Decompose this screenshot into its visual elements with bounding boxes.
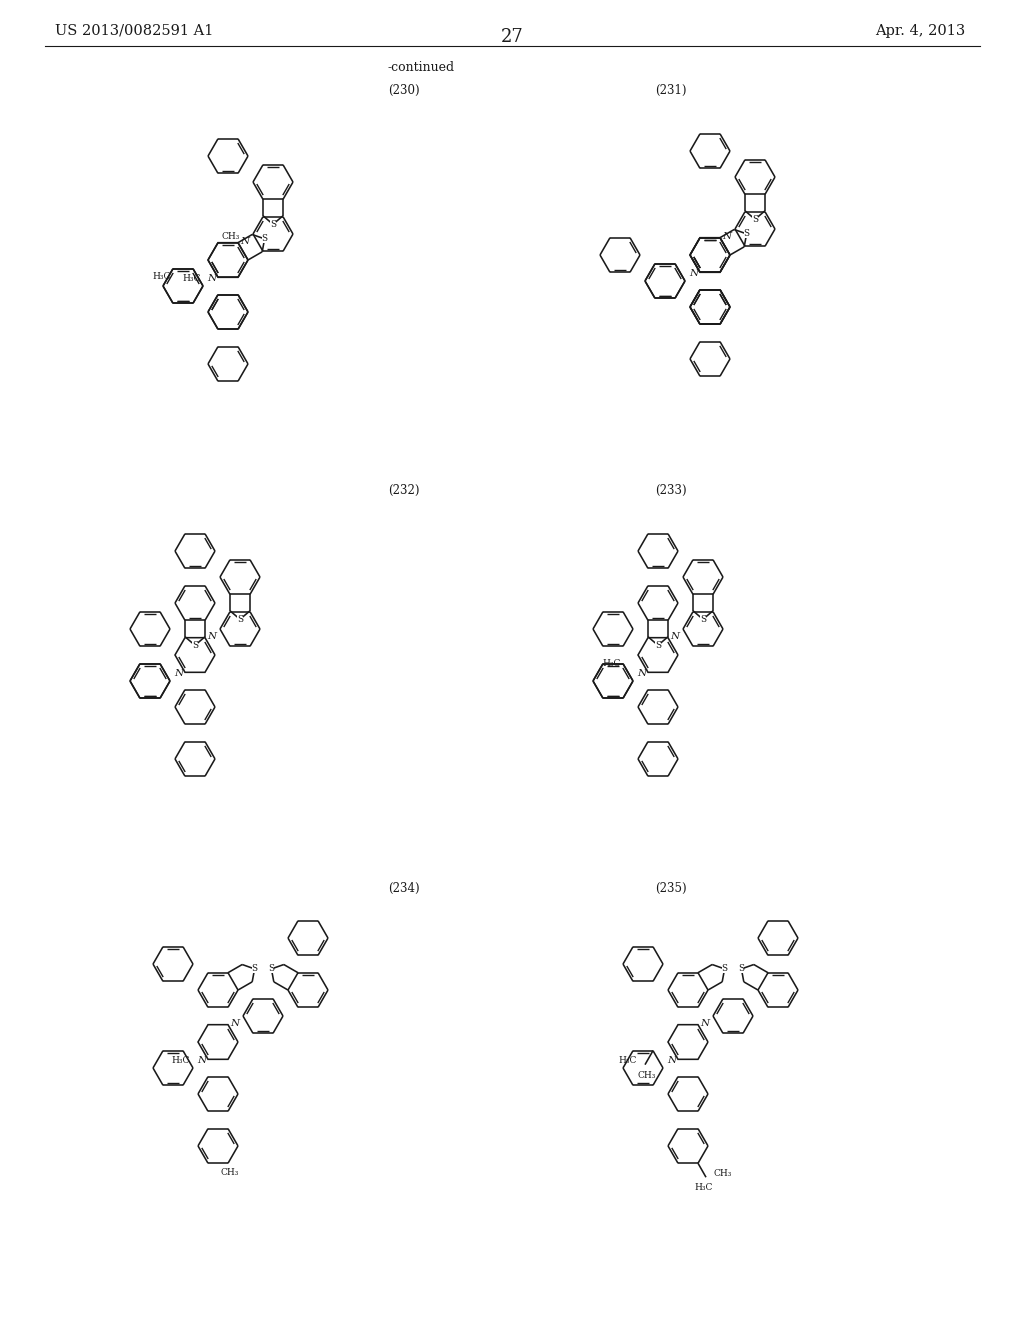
Text: N: N [197,1056,206,1065]
Text: (235): (235) [655,882,687,895]
Text: S: S [261,235,267,243]
Text: H₃C: H₃C [182,275,201,282]
Text: S: S [738,965,744,973]
Text: CH₃: CH₃ [221,1168,240,1177]
Text: N: N [230,1019,240,1028]
Text: N: N [637,669,646,678]
Text: S: S [655,640,662,649]
Text: CH₃: CH₃ [714,1168,732,1177]
Text: H₃C: H₃C [603,659,621,668]
Text: (232): (232) [388,484,420,498]
Text: S: S [252,965,258,973]
Text: S: S [270,220,276,228]
Text: CH₃: CH₃ [221,232,240,240]
Text: N: N [207,632,216,642]
Text: N: N [689,269,698,277]
Text: N: N [667,1056,676,1065]
Text: (233): (233) [655,484,687,498]
Text: N: N [722,232,731,242]
Text: N: N [174,669,183,678]
Text: US 2013/0082591 A1: US 2013/0082591 A1 [55,24,213,38]
Text: N: N [207,273,216,282]
Text: -continued: -continued [387,61,454,74]
Text: H₃C: H₃C [172,1056,190,1065]
Text: S: S [722,965,728,973]
Text: H₃C: H₃C [153,272,171,281]
Text: (234): (234) [388,882,420,895]
Text: H₃C: H₃C [618,1056,637,1065]
Text: S: S [268,965,274,973]
Text: H₃C: H₃C [695,1183,713,1192]
Text: (231): (231) [655,84,686,96]
Text: S: S [193,640,198,649]
Text: S: S [237,615,243,624]
Text: N: N [240,238,249,246]
Text: S: S [752,215,758,224]
Text: CH₃: CH₃ [638,1071,656,1080]
Text: S: S [700,615,706,624]
Text: N: N [700,1019,710,1028]
Text: 27: 27 [501,28,523,46]
Text: S: S [743,230,750,239]
Text: Apr. 4, 2013: Apr. 4, 2013 [874,24,966,38]
Text: N: N [670,632,679,642]
Text: (230): (230) [388,84,420,96]
